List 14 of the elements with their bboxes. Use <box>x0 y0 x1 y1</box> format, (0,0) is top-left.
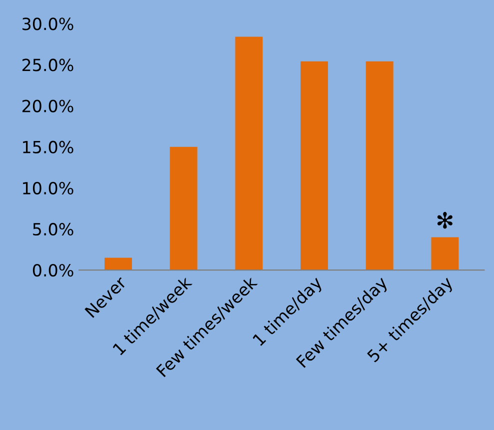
y-tick-label: 20.0% <box>22 100 74 112</box>
y-tick-label: 10.0% <box>23 182 74 194</box>
bar <box>431 237 459 270</box>
y-tick-label: 15.0% <box>23 140 74 154</box>
bar <box>170 146 198 270</box>
bar <box>235 36 263 270</box>
y-tick-label: 5.0% <box>33 222 74 236</box>
y-tick-label: 30.0% <box>22 18 74 30</box>
bar <box>104 258 132 270</box>
y-tick-label: 25.0% <box>22 58 74 72</box>
bar <box>366 61 394 270</box>
y-tick-label: 0.0% <box>32 264 74 277</box>
bar <box>300 61 328 270</box>
annotation: ✻ <box>437 212 452 229</box>
